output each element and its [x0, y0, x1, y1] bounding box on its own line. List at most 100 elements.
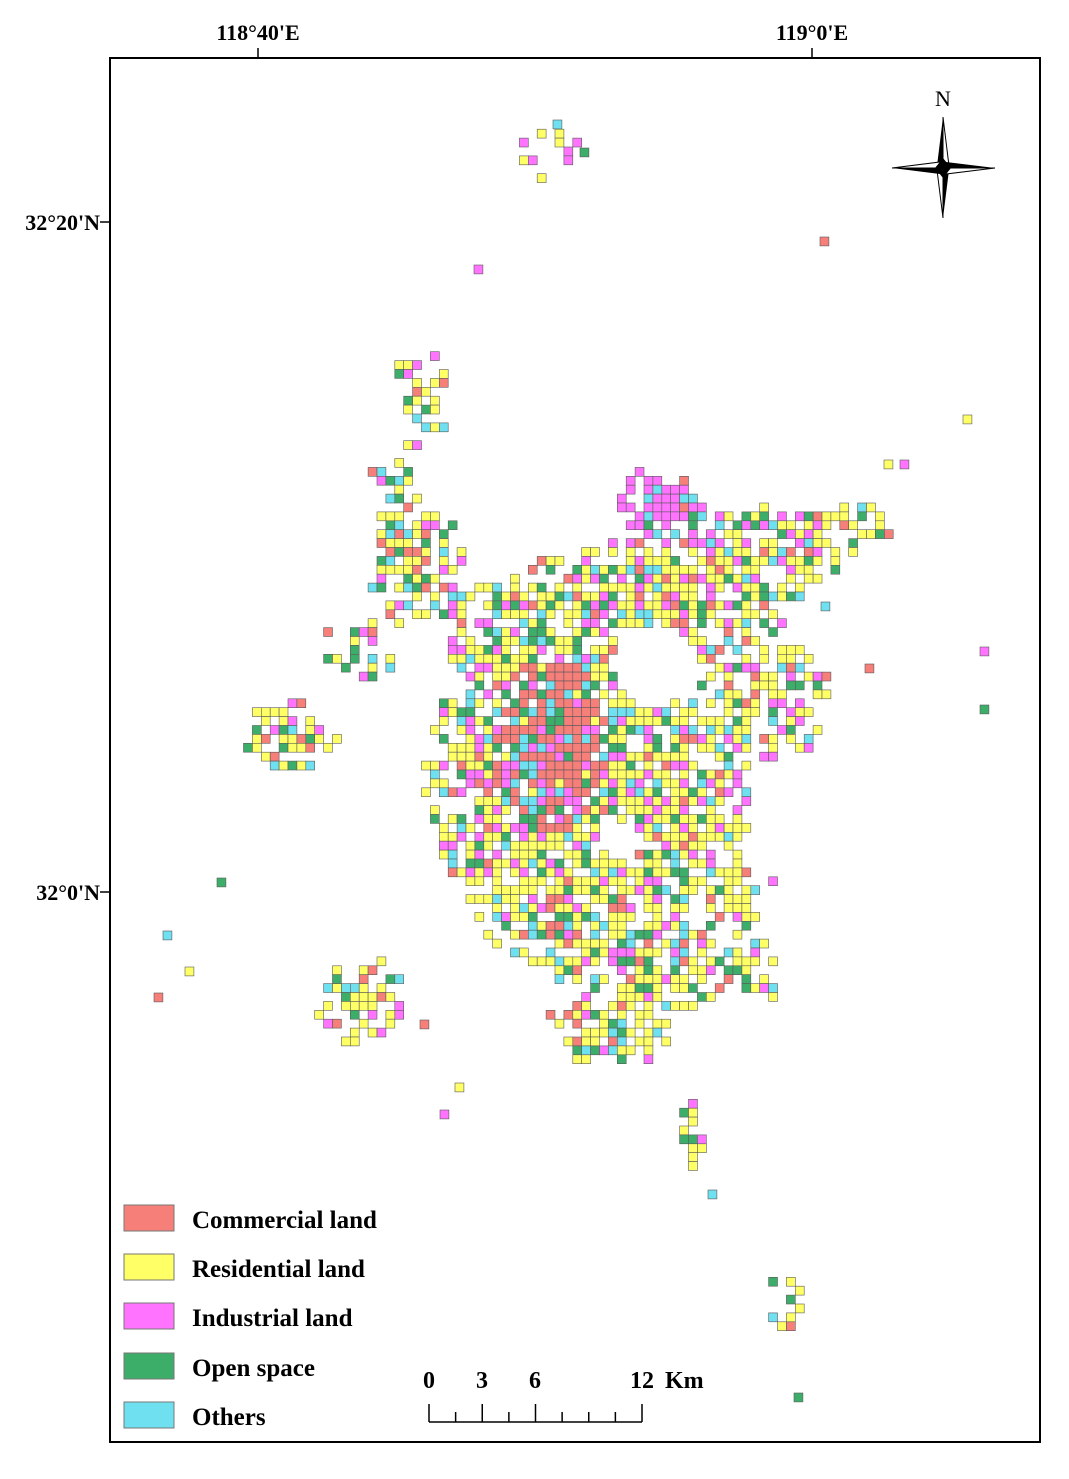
land-use-cell [670, 716, 680, 726]
land-use-cell [697, 609, 707, 619]
land-use-cell [616, 609, 627, 619]
land-use-cell [599, 894, 609, 904]
land-use-cell [616, 582, 627, 593]
land-use-cell [545, 689, 556, 700]
land-use-cell [527, 689, 538, 700]
land-use-cell [332, 653, 342, 664]
land-use-cell [527, 760, 538, 771]
land-use-cell [590, 778, 600, 789]
land-use-cell [616, 947, 627, 958]
land-use-cell [590, 573, 600, 584]
land-use-cell [608, 867, 618, 878]
land-use-cell [581, 1001, 591, 1011]
land-use-cell [670, 912, 680, 922]
land-use-cell [732, 618, 743, 628]
land-use-cell [527, 894, 538, 904]
land-use-cell [438, 831, 449, 842]
land-use-cell [786, 564, 796, 575]
land-use-cell [768, 992, 778, 1002]
land-use-cell [670, 947, 680, 958]
land-use-cell [492, 653, 502, 664]
land-use-cell [634, 796, 645, 806]
land-use-cell [705, 538, 716, 548]
land-use-cell [616, 734, 627, 744]
land-use-cell [608, 1036, 618, 1047]
land-use-cell [572, 662, 582, 673]
land-use-cell [723, 823, 734, 833]
land-use-cell [474, 618, 485, 628]
land-use-cell [777, 1321, 787, 1332]
land-use-cell [501, 920, 511, 931]
land-use-cell [474, 742, 485, 753]
land-use-cell [590, 698, 600, 708]
land-use-cell [732, 520, 743, 530]
land-use-cell [554, 831, 565, 842]
land-use-cell [643, 484, 654, 495]
land-use-cell [705, 725, 716, 735]
land-use-cell [670, 796, 680, 806]
land-use-cell [447, 591, 458, 602]
land-use-cell [590, 591, 600, 602]
land-use-cell [465, 653, 476, 664]
land-use-cell [332, 965, 342, 975]
land-use-cell [519, 867, 529, 878]
land-use-cell [679, 938, 689, 949]
land-use-cell [723, 573, 734, 584]
land-use-cell [421, 609, 431, 619]
land-use-cell [750, 707, 760, 717]
land-use-cell [554, 920, 565, 931]
land-use-cell [741, 556, 752, 566]
land-use-cell [599, 653, 609, 664]
land-use-cell [652, 707, 663, 717]
land-use-cell [501, 734, 511, 744]
land-use-cell [643, 929, 654, 940]
land-use-cell [670, 760, 680, 771]
land-use-cell [590, 734, 600, 744]
land-use-cell [412, 529, 422, 539]
land-use-cell [830, 556, 841, 566]
land-use-cell [296, 698, 307, 708]
land-use-cell [723, 547, 734, 557]
land-use-cell [447, 600, 458, 611]
land-use-cell [732, 876, 743, 886]
land-use-cell [643, 716, 654, 726]
land-use-cell [563, 876, 574, 886]
land-use-cell [376, 556, 387, 566]
land-use-cell [875, 511, 885, 522]
land-use-cell [323, 627, 333, 637]
land-use-cell [572, 1036, 582, 1047]
land-use-cell [679, 787, 689, 797]
land-use-cell [162, 930, 173, 941]
land-use-cell [367, 618, 378, 628]
land-use-cell [625, 885, 636, 895]
land-use-cell [581, 600, 591, 611]
land-use-cell [679, 840, 689, 851]
land-use-cell [572, 956, 582, 967]
land-use-cell [341, 983, 351, 993]
land-use-cell [705, 823, 716, 833]
land-use-cell [625, 938, 636, 949]
land-use-cell [536, 716, 547, 726]
land-use-cell [723, 556, 734, 566]
land-use-cell [777, 653, 787, 664]
land-use-cell [812, 680, 823, 691]
land-use-cell [385, 1009, 396, 1020]
land-use-cell [536, 725, 547, 735]
land-use-cell [447, 564, 458, 575]
land-use-cell [705, 938, 716, 949]
land-use-cell [581, 556, 591, 566]
land-use-cell [465, 894, 476, 904]
land-use-cell [707, 1189, 718, 1200]
land-use-cell [688, 814, 698, 824]
land-use-cell [793, 1392, 804, 1403]
land-use-cell [625, 912, 636, 922]
land-use-cell [278, 734, 289, 744]
land-use-cell [616, 885, 627, 895]
land-use-cell [501, 831, 511, 842]
land-use-cell [643, 903, 654, 913]
land-use-cell [563, 831, 574, 842]
land-use-cell [545, 769, 556, 780]
land-use-cell [554, 636, 565, 646]
land-use-cell [652, 573, 663, 584]
land-use-cell [492, 814, 502, 824]
